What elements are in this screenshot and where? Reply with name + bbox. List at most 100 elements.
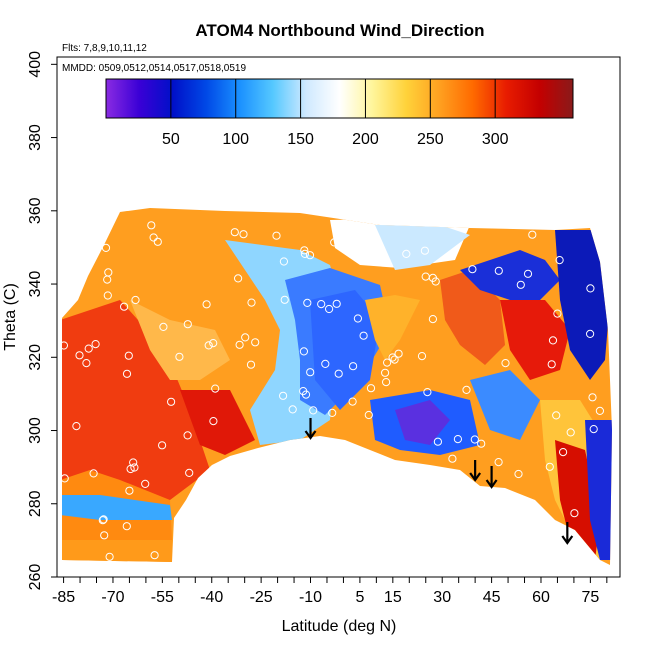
observation-marker [330, 238, 339, 247]
observation-marker [149, 233, 158, 242]
observation-marker [105, 552, 114, 561]
observation-marker [570, 509, 579, 518]
flights-note: Flts: 7,8,9,10,11,12 [62, 43, 147, 54]
observation-marker [91, 340, 100, 349]
wind-arrow [485, 466, 498, 489]
observation-marker [388, 353, 397, 362]
observation-marker [120, 302, 129, 311]
observation-marker [586, 329, 595, 338]
observation-marker [332, 299, 341, 308]
observation-marker [547, 360, 556, 369]
observation-marker [383, 358, 392, 367]
y-tick-label: 360 [27, 197, 44, 224]
observation-marker [528, 230, 537, 239]
x-axis: -85 -70 -55 -40 -25 -10 5 15 30 45 60 75 [52, 577, 608, 606]
observation-marker [348, 397, 357, 406]
observation-marker [586, 284, 595, 293]
observation-marker [494, 458, 503, 467]
observation-marker [101, 243, 111, 252]
observation-marker [204, 341, 213, 350]
observation-marker [552, 411, 561, 420]
colorbar-tick-label: 300 [482, 131, 509, 148]
observation-marker [305, 251, 315, 260]
y-tick-label: 320 [27, 344, 44, 371]
observation-marker [100, 531, 109, 540]
observation-marker [325, 304, 334, 314]
observation-marker [353, 314, 362, 323]
y-tick-label: 340 [27, 271, 44, 298]
y-tick-label: 260 [27, 564, 44, 591]
observation-marker [153, 237, 162, 246]
chart-title: ATOM4 Northbound Wind_Direction [195, 21, 484, 40]
observation-marker [158, 441, 167, 450]
observation-marker [477, 439, 486, 448]
observation-marker [141, 479, 150, 488]
observation-marker [501, 359, 510, 368]
observation-marker [559, 448, 568, 457]
observation-marker [167, 397, 176, 406]
observation-marker [59, 341, 69, 350]
colorbar-tick-label: 200 [352, 131, 379, 148]
x-tick-label: -55 [151, 589, 174, 606]
colorbar-tick-label: 150 [287, 131, 314, 148]
data-points [59, 221, 605, 561]
observation-marker [175, 352, 184, 361]
observation-marker [381, 368, 390, 377]
wind-direction-field [62, 208, 612, 565]
observation-marker [124, 351, 133, 360]
observation-marker [402, 249, 411, 258]
observation-marker [364, 410, 373, 420]
y-tick-label: 380 [27, 124, 44, 151]
x-tick-label: 75 [581, 589, 599, 606]
observation-marker [209, 417, 218, 426]
observation-marker [280, 295, 289, 304]
observation-marker [589, 425, 598, 434]
observation-marker [60, 474, 69, 483]
observation-marker [131, 295, 140, 305]
observation-marker [247, 298, 256, 307]
observation-marker [299, 387, 308, 396]
observation-marker [420, 246, 429, 255]
observation-marker [588, 393, 597, 402]
observation-marker [394, 349, 403, 358]
observation-marker [125, 486, 134, 495]
x-axis-label: Latitude (deg N) [282, 618, 397, 635]
observation-marker [516, 280, 525, 289]
observation-marker [272, 231, 281, 240]
observation-marker [303, 298, 312, 307]
wind-arrow [304, 418, 317, 440]
observation-marker [423, 388, 432, 397]
x-tick-label: -40 [200, 589, 223, 606]
observation-marker [366, 384, 376, 393]
x-tick-label: -10 [299, 589, 322, 606]
observation-marker [246, 360, 256, 369]
observation-marker [234, 274, 243, 283]
colorbar-tick-label: 250 [417, 131, 444, 148]
observation-marker [548, 336, 558, 345]
x-tick-label: 5 [355, 589, 364, 606]
colorbar-tick-label: 100 [222, 131, 249, 148]
observation-marker [514, 469, 523, 479]
observation-marker [595, 406, 605, 415]
observation-marker [235, 340, 244, 349]
observation-marker [428, 315, 437, 324]
observation-marker [183, 320, 192, 329]
observation-marker [241, 333, 250, 342]
observation-marker [306, 368, 315, 377]
observation-marker [566, 428, 575, 437]
x-tick-label: 30 [433, 589, 451, 606]
observation-marker [545, 462, 554, 471]
observation-marker [230, 228, 239, 237]
observation-marker [468, 265, 477, 274]
x-tick-label: -25 [250, 589, 273, 606]
observation-marker [99, 515, 108, 524]
y-tick-label: 400 [27, 51, 44, 78]
observation-marker [553, 309, 562, 318]
observation-marker [129, 458, 138, 467]
observation-marker [494, 266, 503, 275]
observation-marker [448, 454, 457, 463]
observation-marker [288, 405, 297, 414]
observation-marker [321, 359, 330, 368]
x-tick-label: 45 [483, 589, 501, 606]
observation-marker [183, 431, 192, 440]
